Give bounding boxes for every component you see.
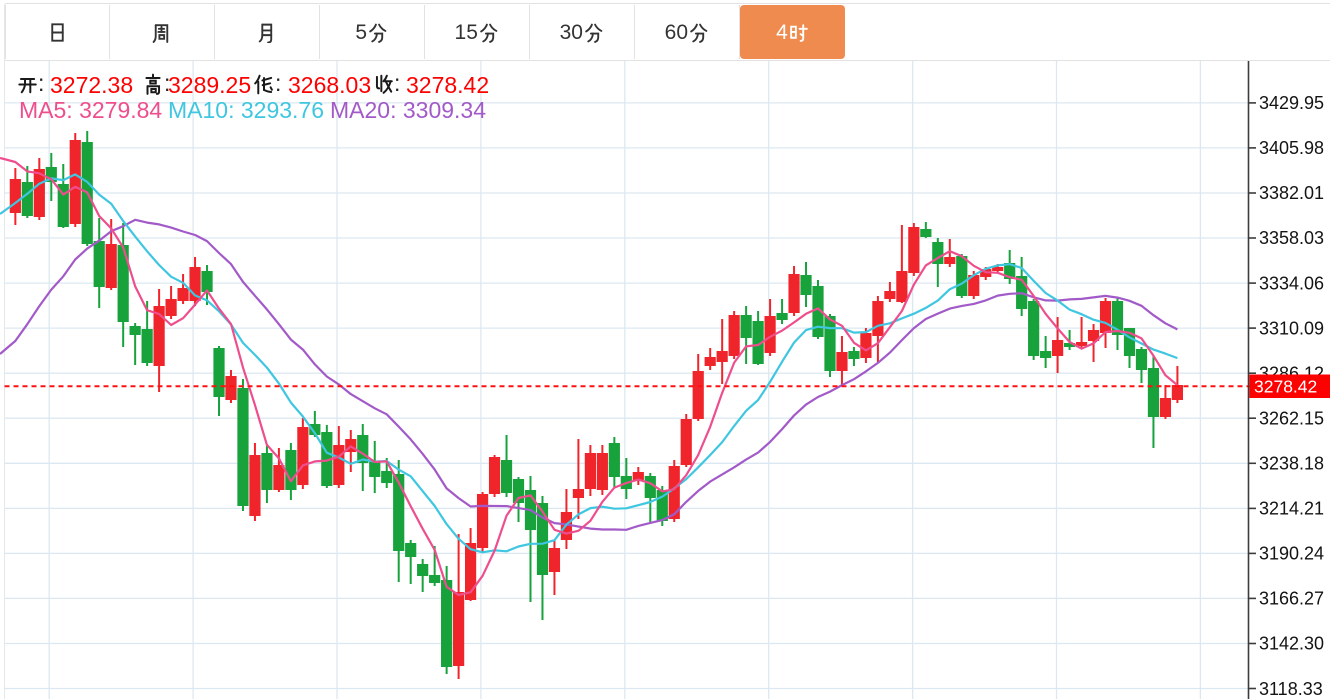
svg-text:3405.98: 3405.98 bbox=[1259, 138, 1324, 158]
svg-text:3358.03: 3358.03 bbox=[1259, 228, 1324, 248]
svg-text:3382.01: 3382.01 bbox=[1259, 183, 1324, 203]
svg-text:3142.30: 3142.30 bbox=[1259, 634, 1324, 654]
svg-text:3238.18: 3238.18 bbox=[1259, 454, 1324, 474]
svg-text:3429.95: 3429.95 bbox=[1259, 93, 1324, 113]
svg-text:3334.06: 3334.06 bbox=[1259, 273, 1324, 293]
svg-text:3310.09: 3310.09 bbox=[1259, 318, 1324, 338]
svg-text:3262.15: 3262.15 bbox=[1259, 408, 1324, 428]
svg-text:3166.27: 3166.27 bbox=[1259, 589, 1324, 609]
svg-text:3214.21: 3214.21 bbox=[1259, 499, 1324, 519]
svg-text:3118.33: 3118.33 bbox=[1259, 679, 1323, 699]
svg-text:3278.42: 3278.42 bbox=[1254, 377, 1317, 397]
svg-text:3190.24: 3190.24 bbox=[1259, 544, 1324, 564]
